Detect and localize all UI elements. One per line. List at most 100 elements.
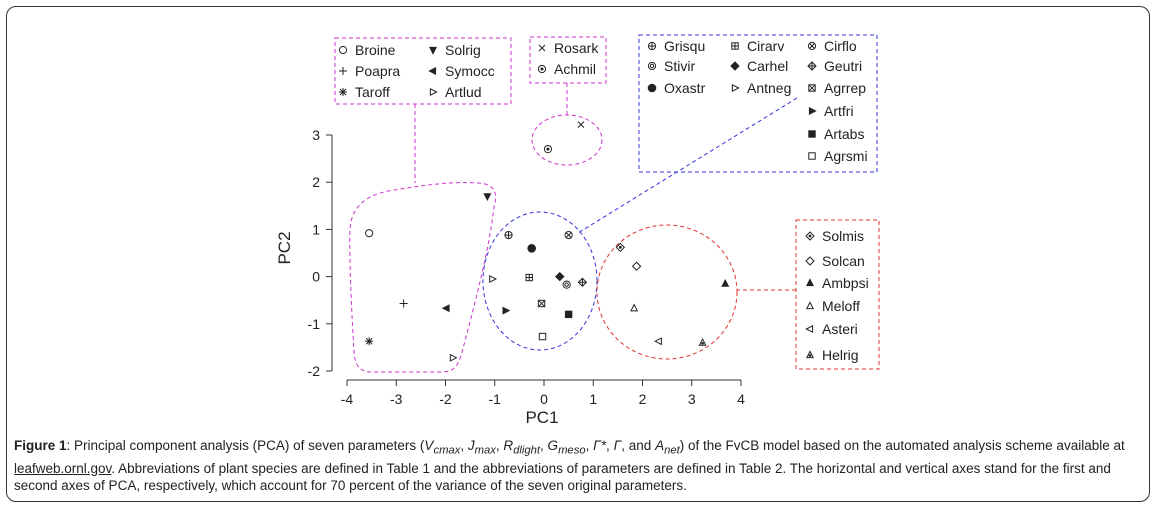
point-poapra bbox=[399, 299, 408, 308]
point-achmil bbox=[543, 145, 553, 154]
y-axis-label: PC2 bbox=[275, 231, 294, 264]
legend-item-symocc: Symocc bbox=[428, 63, 495, 79]
legend-marker-solrig bbox=[428, 46, 438, 55]
legend-item-cirflo: Cirflo bbox=[807, 38, 857, 54]
legend-item-cirarv: Cirarv bbox=[731, 38, 784, 54]
legend-marker-artfri bbox=[808, 106, 817, 116]
legend-item-solcan: Solcan bbox=[805, 253, 865, 269]
point-broine bbox=[365, 229, 374, 238]
point-cirarv bbox=[525, 273, 533, 282]
legend-item-stivir: Stivir bbox=[647, 58, 695, 74]
point-stivir bbox=[562, 280, 571, 289]
group-top-legend-box bbox=[529, 36, 607, 84]
legend-item-geutri: Geutri bbox=[807, 58, 862, 74]
legend-item-meloff: Meloff bbox=[805, 298, 860, 314]
y-tick-label: 0 bbox=[312, 269, 320, 285]
legend-item-agrsmi: Agrsmi bbox=[808, 148, 868, 164]
point-agrsmi bbox=[538, 332, 547, 341]
x-tick-label: 3 bbox=[688, 391, 696, 407]
figure-caption: Figure 1: Principal component analysis (… bbox=[14, 438, 1125, 493]
legend-marker-antneg bbox=[731, 83, 740, 93]
group-right-outline bbox=[596, 224, 738, 360]
legend-marker-oxastr bbox=[647, 83, 657, 93]
x-axis-label: PC1 bbox=[525, 408, 558, 427]
legend-label-asteri: Asteri bbox=[822, 321, 858, 337]
group-left-legend: Broine Poapra Taroff Solrig Symocc Artlud bbox=[334, 37, 512, 183]
legend-marker-symocc bbox=[428, 66, 437, 76]
legend-label-poapra: Poapra bbox=[355, 63, 400, 79]
legend-label-artlud: Artlud bbox=[445, 84, 482, 100]
legend-label-symocc: Symocc bbox=[445, 63, 495, 79]
legend-item-taroff: Taroff bbox=[339, 84, 390, 100]
point-helrig bbox=[698, 337, 707, 346]
legend-label-agrsmi: Agrsmi bbox=[824, 148, 868, 164]
legend-label-taroff: Taroff bbox=[355, 84, 390, 100]
group-center-legend: Grisqu Stivir Oxastr Cirarv Carhel Antneg Cirf… bbox=[577, 34, 878, 234]
group-left-legend-box bbox=[334, 37, 512, 105]
legend-label-artfri: Artfri bbox=[824, 103, 854, 119]
x-tick-label: -1 bbox=[489, 391, 502, 407]
group-outlines bbox=[349, 114, 738, 373]
legend-marker-stivir bbox=[647, 61, 657, 71]
point-solcan bbox=[631, 261, 642, 271]
legend-label-antneg: Antneg bbox=[747, 80, 791, 96]
y-tick-label: 2 bbox=[312, 174, 320, 190]
legend-marker-cirflo bbox=[807, 41, 817, 51]
x-tick-label: 2 bbox=[639, 391, 647, 407]
legend-item-antneg: Antneg bbox=[731, 80, 791, 96]
legend-marker-rosark bbox=[538, 44, 546, 52]
point-geutri bbox=[577, 277, 588, 287]
point-asteri bbox=[654, 337, 662, 346]
legend-item-agrrep: Agrrep bbox=[808, 80, 866, 96]
legend-label-carhel: Carhel bbox=[747, 58, 788, 74]
group-center-legend-box bbox=[638, 34, 878, 173]
legend-label-meloff: Meloff bbox=[822, 298, 860, 314]
data-points bbox=[365, 121, 730, 362]
group-top-legend: Rosark Achmil bbox=[529, 36, 607, 115]
legend-label-rosark: Rosark bbox=[554, 40, 599, 56]
x-tick-label: -3 bbox=[390, 391, 403, 407]
legend-item-solmis: Solmis bbox=[805, 228, 864, 244]
legend-label-geutri: Geutri bbox=[824, 58, 862, 74]
x-tick-label: 1 bbox=[589, 391, 597, 407]
group-top-outline bbox=[531, 114, 603, 166]
legend-marker-agrrep bbox=[808, 84, 816, 92]
point-agrrep bbox=[537, 299, 546, 308]
legend-item-asteri: Asteri bbox=[805, 321, 858, 337]
group-right-legend: Solmis Solcan Ambpsi Meloff Asteri Helrig bbox=[737, 219, 880, 370]
point-grisqu bbox=[504, 230, 513, 240]
figure-label: Figure 1 bbox=[14, 438, 67, 453]
legend-label-broine: Broine bbox=[355, 42, 396, 58]
legend-marker-poapra bbox=[339, 67, 347, 75]
leafweb-link[interactable]: leafweb.ornl.gov bbox=[14, 460, 112, 476]
legend-item-artabs: Artabs bbox=[808, 126, 864, 142]
y-tick-label: -1 bbox=[308, 316, 321, 332]
x-tick-label: -2 bbox=[439, 391, 452, 407]
point-symocc bbox=[441, 304, 450, 313]
legend-marker-artabs bbox=[808, 130, 816, 138]
legend-item-ambpsi: Ambpsi bbox=[805, 275, 869, 291]
legend-marker-geutri bbox=[807, 61, 817, 71]
x-tick-label: 4 bbox=[737, 391, 745, 407]
legend-item-poapra: Poapra bbox=[339, 63, 400, 79]
legend-label-stivir: Stivir bbox=[664, 58, 695, 74]
point-cirflo bbox=[564, 230, 573, 240]
point-ambpsi bbox=[721, 278, 730, 287]
legend-item-broine: Broine bbox=[338, 42, 396, 58]
legend-marker-solmis bbox=[805, 231, 815, 241]
legend-label-ambpsi: Ambpsi bbox=[822, 275, 869, 291]
pca-scatter-chart: -4 -3 -2 -1 0 1 2 3 4 -2 -1 0 1 2 3 Broine Poapra Taroff… bbox=[275, 34, 880, 427]
legend-item-achmil: Achmil bbox=[537, 61, 596, 77]
legend-marker-helrig bbox=[805, 350, 815, 359]
legend-marker-taroff bbox=[339, 88, 347, 96]
legend-boxes: Broine Poapra Taroff Solrig Symocc Artlud Rosa… bbox=[334, 34, 880, 370]
caption-intro: : Principal component analysis (PCA) of … bbox=[66, 438, 425, 453]
point-antneg bbox=[489, 274, 497, 283]
legend-label-solmis: Solmis bbox=[822, 228, 864, 244]
legend-marker-artlud bbox=[429, 87, 438, 97]
legend-marker-agrsmi bbox=[808, 152, 816, 160]
point-carhel bbox=[555, 271, 565, 282]
legend-marker-meloff bbox=[805, 301, 815, 310]
legend-marker-grisqu bbox=[647, 41, 657, 51]
legend-label-helrig: Helrig bbox=[822, 347, 859, 363]
